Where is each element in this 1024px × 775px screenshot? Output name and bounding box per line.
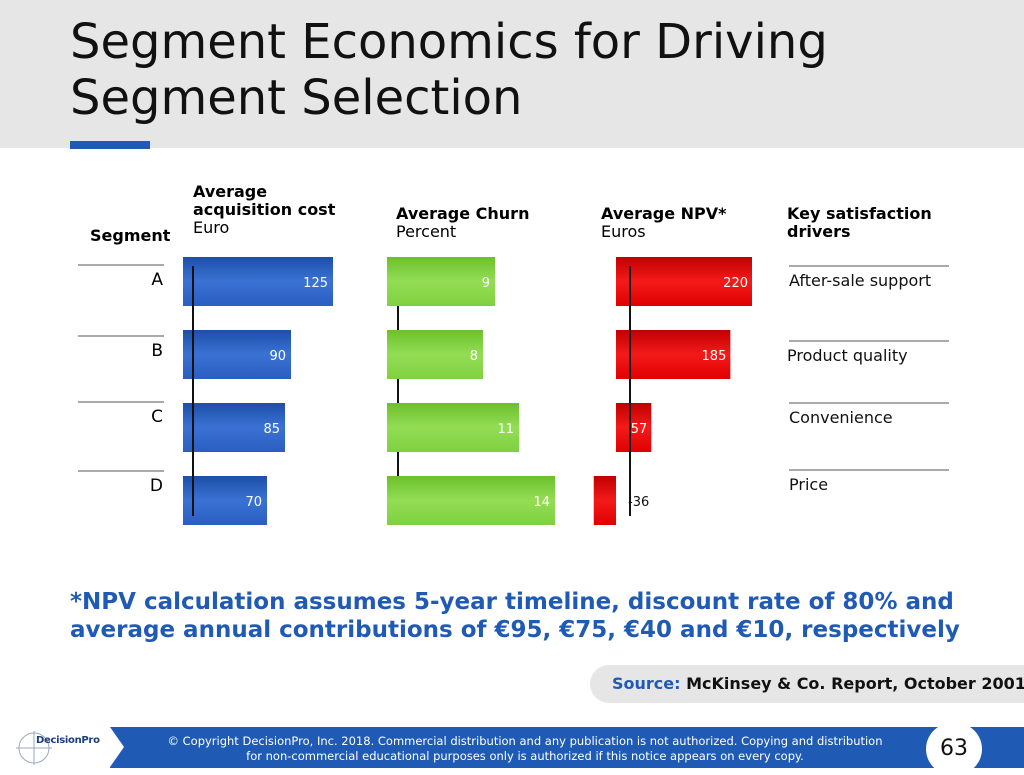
acq-bar-b (183, 330, 291, 379)
npv-title: Average NPV* (601, 204, 727, 223)
npv-value-label: 220 (723, 276, 748, 291)
source-label: Source: (612, 674, 681, 693)
driver-label: Convenience (789, 408, 893, 427)
npv-bar-b (616, 330, 731, 379)
churn-value-label: 9 (482, 276, 490, 291)
slide-title: Segment Economics for Driving Segment Se… (70, 14, 828, 126)
npv-bar-c (616, 403, 652, 452)
acq-value-label: 85 (263, 422, 280, 437)
copyright-notice: © Copyright DecisionPro, Inc. 2018. Comm… (140, 734, 910, 764)
source-value: McKinsey & Co. Report, October 2001 (686, 674, 1024, 693)
drivers-title: Key satisfaction drivers (787, 204, 932, 241)
acq-value-label: 125 (303, 276, 328, 291)
acq-value-label: 70 (245, 495, 262, 510)
churn-value-label: 11 (497, 422, 514, 437)
logo-arrow (110, 727, 124, 767)
churn-bar-d (387, 476, 555, 525)
segment-header: Segment (90, 227, 170, 245)
driver-label: After-sale support (789, 271, 931, 290)
segment-label-d: D (150, 476, 163, 496)
driver-label: Product quality (787, 346, 908, 365)
acquisition-cost-unit: Euro (193, 218, 230, 237)
acq-value-label: 90 (269, 349, 286, 364)
churn-bar-c (387, 403, 519, 452)
acq-bar-c (183, 403, 285, 452)
acquisition-cost-title: Average acquisition cost (193, 182, 336, 219)
title-accent-bar (70, 141, 150, 149)
copyright-line-1: © Copyright DecisionPro, Inc. 2018. Comm… (167, 734, 883, 748)
npv-value-label: -36 (628, 495, 649, 510)
page-number: 63 (926, 723, 982, 775)
copyright-line-2: for non-commercial educational purposes … (246, 749, 804, 763)
churn-header: Average Churn Percent (396, 205, 566, 241)
acq-bar-a (183, 257, 333, 306)
header-band (0, 0, 1024, 148)
churn-value-label: 14 (533, 495, 550, 510)
driver-label: Price (789, 475, 828, 494)
drivers-header: Key satisfaction drivers (787, 205, 957, 241)
churn-title: Average Churn (396, 204, 530, 223)
npv-unit: Euros (601, 222, 646, 241)
source-text: Source: McKinsey & Co. Report, October 2… (612, 674, 1024, 693)
acq-bar-d (183, 476, 267, 525)
npv-header: Average NPV* Euros (601, 205, 771, 241)
acquisition-cost-header: Average acquisition cost Euro (193, 183, 353, 237)
segment-label-a: A (151, 270, 163, 290)
segment-label-c: C (151, 407, 163, 427)
churn-value-label: 8 (470, 349, 478, 364)
segment-economics-chart: A B C D 125 90 85 70 9 8 11 14 220 185 57 -36 After-sale… (78, 257, 949, 525)
npv-value-label: 185 (702, 349, 727, 364)
npv-value-label: 57 (631, 422, 648, 437)
churn-unit: Percent (396, 222, 457, 241)
decisionpro-logo-icon (16, 731, 52, 765)
npv-bar-d (593, 476, 616, 525)
npv-bar-a (616, 257, 752, 306)
churn-bar-b (387, 330, 483, 379)
segment-label-b: B (151, 341, 163, 361)
churn-bar-a (387, 257, 495, 306)
footer-bar (0, 727, 1024, 768)
source-pill: Source: McKinsey & Co. Report, October 2… (590, 665, 1024, 703)
npv-footnote: *NPV calculation assumes 5-year timeline… (70, 589, 960, 643)
logo-text: DecisionPro (36, 735, 100, 746)
segment-header-label: Segment (90, 226, 171, 245)
